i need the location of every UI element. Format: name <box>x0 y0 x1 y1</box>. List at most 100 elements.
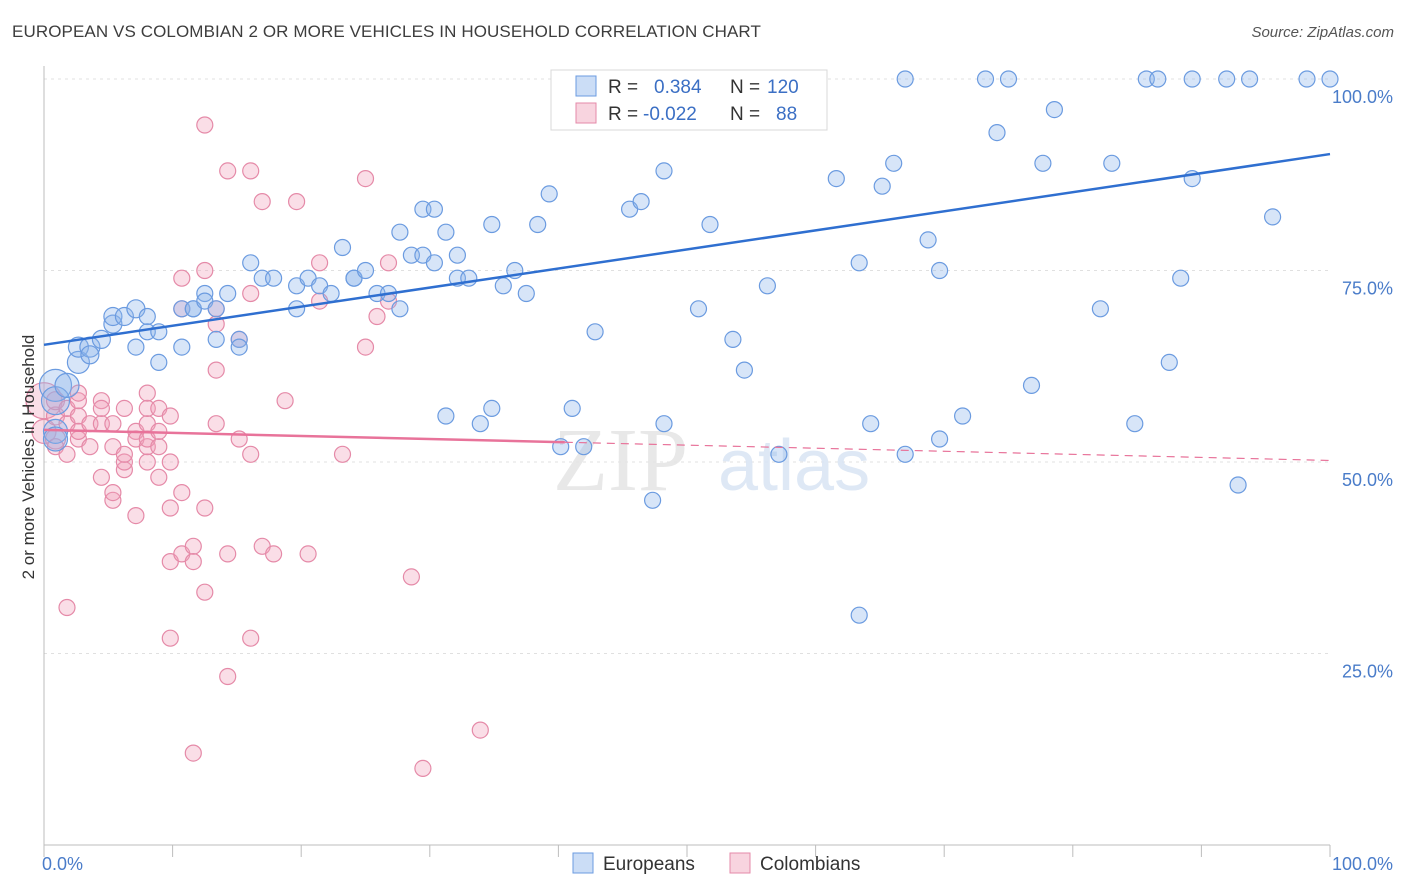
europeans-point-95 <box>919 231 937 249</box>
europeans-point-84 <box>770 445 788 463</box>
colombians-point-63 <box>219 545 237 563</box>
europeans-point-38 <box>333 238 352 257</box>
europeans-point-27 <box>219 284 237 303</box>
watermark-zip: ZIP <box>553 411 688 510</box>
colombians-point-56 <box>196 583 214 601</box>
colombians-point-67 <box>242 629 260 647</box>
colombians-point-42 <box>161 499 179 517</box>
source-note: Source: ZipAtlas.com <box>1251 24 1394 41</box>
europeans-point-110 <box>1160 353 1178 371</box>
colombians-point-77 <box>333 445 352 463</box>
europeans-point-26 <box>207 330 225 348</box>
europeans-point-19 <box>173 338 191 356</box>
colombians-point-50 <box>184 537 202 555</box>
europeans-point-11 <box>103 306 123 327</box>
colombians-point-22 <box>104 415 122 433</box>
bottom-legend-swatch-blue <box>572 852 594 874</box>
europeans-point-114 <box>1218 70 1236 88</box>
europeans-point-57 <box>483 399 501 417</box>
colombians-point-76 <box>311 254 329 272</box>
colombians-point-41 <box>161 629 179 647</box>
colombians-point-36 <box>138 384 156 402</box>
colombians-trend-line-dashed <box>564 441 1331 462</box>
europeans-point-106 <box>1103 154 1121 172</box>
europeans-point-29 <box>230 338 248 356</box>
y-tick-labels: 100.0% 75.0% 50.0% 25.0% <box>1332 87 1393 682</box>
europeans-point-112 <box>1183 70 1201 88</box>
colombians-point-61 <box>219 667 237 686</box>
europeans-point-107 <box>1126 415 1144 433</box>
y-axis-label: 2 or more Vehicles in Household <box>19 335 38 580</box>
watermark: ZIP atlas <box>553 411 870 510</box>
europeans-point-62 <box>529 215 547 234</box>
europeans-point-90 <box>862 415 880 433</box>
colombians-point-66 <box>242 162 260 180</box>
colombians-point-37 <box>150 438 168 456</box>
legend-n-value-blue: 120 <box>767 77 799 98</box>
europeans-point-102 <box>1022 376 1041 394</box>
colombians-point-79 <box>356 338 375 356</box>
europeans-point-4 <box>54 372 80 398</box>
colombians-point-40 <box>150 468 168 486</box>
europeans-point-37 <box>322 284 340 303</box>
europeans-point-99 <box>976 70 995 88</box>
europeans-point-56 <box>471 415 489 433</box>
colombians-point-69 <box>242 445 260 463</box>
legend-r-label-blue: R = <box>608 77 638 98</box>
europeans-point-94 <box>896 445 914 463</box>
colombians-point-68 <box>242 284 260 303</box>
europeans-point-91 <box>873 177 891 195</box>
europeans-point-51 <box>437 223 455 241</box>
colombians-point-17 <box>92 468 111 486</box>
europeans-point-58 <box>483 215 501 234</box>
europeans-point-59 <box>494 277 512 295</box>
europeans-point-80 <box>724 330 742 348</box>
legend-n-label-pink: N = <box>730 104 760 125</box>
chart-title: EUROPEAN VS COLOMBIAN 2 OR MORE VEHICLES… <box>12 22 761 41</box>
colombians-point-83 <box>402 568 420 586</box>
gridlines <box>44 78 1330 654</box>
colombians-point-52 <box>184 744 202 762</box>
colombians-point-53 <box>196 261 214 280</box>
europeans-point-104 <box>1045 100 1064 119</box>
colombians-point-27 <box>115 445 134 463</box>
europeans-point-73 <box>655 162 673 180</box>
x-tick-label-left: 0.0% <box>42 854 83 874</box>
europeans-point-45 <box>391 300 409 318</box>
colombians-point-30 <box>127 506 145 525</box>
europeans-point-12 <box>114 306 135 327</box>
europeans-point-67 <box>586 323 604 341</box>
europeans-points <box>38 70 1339 624</box>
colombians-point-62 <box>219 162 237 180</box>
europeans-point-83 <box>758 277 777 295</box>
europeans-point-100 <box>988 124 1006 142</box>
trend-lines <box>43 152 1331 462</box>
legend-swatch-blue <box>575 75 597 97</box>
europeans-point-88 <box>850 254 868 272</box>
colombians-point-44 <box>161 453 179 471</box>
y-tick-label-2: 50.0% <box>1342 470 1393 490</box>
colombians-point-72 <box>265 545 283 563</box>
europeans-point-78 <box>689 300 708 318</box>
legend-r-value-blue: 0.384 <box>654 77 702 98</box>
europeans-point-25 <box>207 300 225 318</box>
europeans-point-93 <box>896 70 914 88</box>
europeans-point-6 <box>67 336 90 358</box>
colombians-point-54 <box>196 116 214 134</box>
colombians-point-15 <box>81 438 99 456</box>
colombians-point-51 <box>184 552 202 571</box>
europeans-point-5 <box>66 350 91 374</box>
europeans-point-98 <box>953 407 972 425</box>
europeans-trend-line <box>43 152 1331 347</box>
legend-r-label-pink: R = <box>608 104 638 125</box>
y-tick-label-1: 75.0% <box>1342 279 1393 299</box>
europeans-point-92 <box>885 154 903 172</box>
europeans-point-105 <box>1091 300 1110 318</box>
colombians-point-58 <box>207 361 225 379</box>
europeans-point-109 <box>1149 70 1167 88</box>
axes <box>43 66 1331 857</box>
colombians-point-82 <box>379 254 398 272</box>
x-tick-label-right: 100.0% <box>1332 854 1393 874</box>
europeans-point-53 <box>448 246 466 264</box>
